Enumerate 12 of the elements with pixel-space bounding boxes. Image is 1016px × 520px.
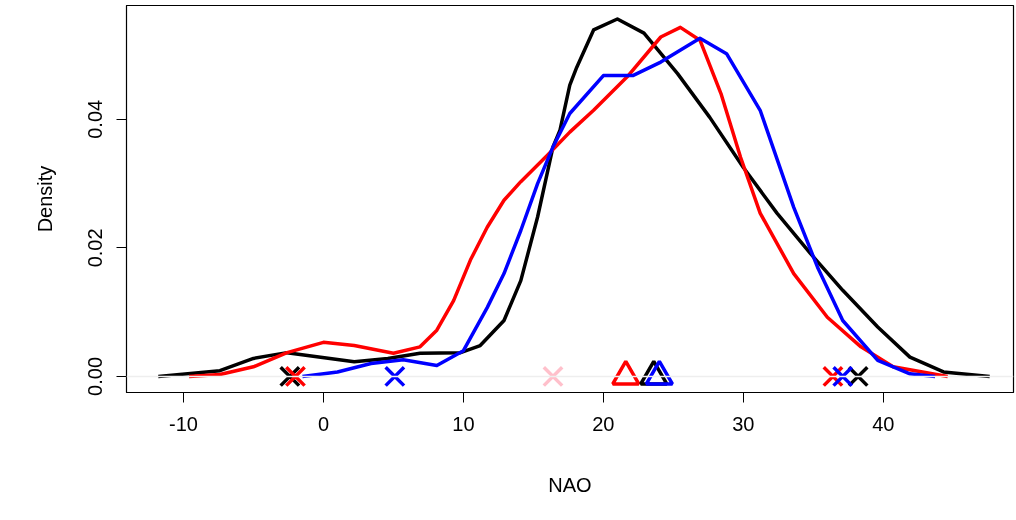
y-tick-label: 0.04 [84, 99, 107, 139]
x-tick-label: -10 [169, 412, 198, 435]
x-tick-label: 20 [592, 412, 615, 435]
x-tick-label: 0 [317, 412, 329, 435]
y-tick-label: 0.00 [84, 356, 107, 396]
y-axis-title: Density [33, 165, 56, 233]
x-axis-title: NAO [548, 473, 592, 496]
y-tick-label: 0.02 [84, 228, 107, 268]
x-tick-label: 30 [732, 412, 755, 435]
x-tick-label: 40 [872, 412, 895, 435]
x-tick-label: 10 [452, 412, 475, 435]
line-series [300, 36, 937, 379]
